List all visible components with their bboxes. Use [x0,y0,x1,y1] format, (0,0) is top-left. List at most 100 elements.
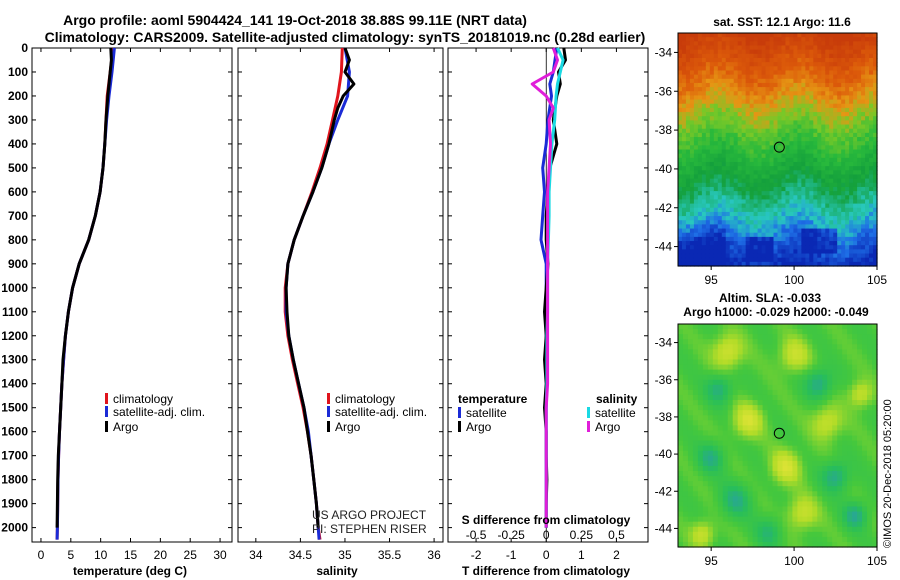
map-cell [847,400,853,406]
map-cell [741,78,747,84]
map-cell [841,249,846,255]
map-cell [678,440,684,447]
map-cell [689,253,695,259]
map-cell [857,415,863,421]
map-cell [681,116,687,121]
map-cell [845,161,850,167]
map-cell [842,521,848,528]
map-cell [737,120,743,126]
map-cell [737,207,743,213]
map-cell [721,232,727,238]
map-cell [809,241,814,246]
map-cell [852,531,858,538]
map-cell [685,78,691,84]
map-cell [765,207,771,213]
map-cell [687,324,694,330]
map-cell [769,41,775,47]
map-cell [869,112,874,117]
map-cell [773,78,779,84]
map-cell [822,511,828,518]
map-cell [781,82,787,88]
map-cell [849,41,854,47]
map-cell [847,541,853,548]
map-cell [813,161,818,167]
legend-swatch-satellite [327,406,330,417]
map-cell [845,95,850,101]
map-cell [721,70,727,76]
map-cell [832,394,838,401]
map-cell [777,364,784,371]
map-cell [747,440,754,447]
map-cell [727,359,734,366]
map-cell [809,199,814,205]
s-difference-axis-label: S difference from climatology [462,513,631,527]
map-cell [741,199,747,205]
map-cell [765,82,771,88]
map-cell [757,516,764,523]
map-cell [805,211,810,217]
map-cell [749,261,755,267]
map-cell [862,374,868,381]
map-cell [789,245,795,250]
map-cell [777,74,783,80]
map-cell [678,95,683,101]
map-cell [717,207,723,213]
map-cell [681,49,687,55]
map-cell [869,178,874,184]
map-cell [717,137,723,142]
map-cell [742,470,749,477]
map-cell [717,257,723,263]
map-cell [765,203,771,209]
map-cell [789,41,795,47]
map-cell [749,220,755,225]
map-cell [693,149,699,155]
map-cell [869,103,874,109]
map-cell [765,95,771,101]
map-cell [861,49,866,55]
temperature-legend: climatology satellite-adj. clim. Argo [105,392,205,434]
map-cell [841,174,846,180]
map-cell [817,224,822,230]
map-cell [682,516,689,523]
map-cell [701,241,707,246]
map-cell [801,99,806,105]
map-cell [812,339,818,345]
map-cell [733,220,739,225]
map-cell [692,455,699,462]
map-cell [833,191,838,196]
map-cell [789,257,795,263]
map-cell [757,400,764,406]
map-cell [801,95,806,101]
map-cell [862,491,868,497]
map-cell [742,536,749,543]
map-cell [797,491,803,497]
map-cell [832,491,838,497]
map-cell [737,541,744,548]
map-cell [785,191,791,196]
map-cell [709,170,715,176]
map-cell [692,400,699,406]
map-cell [827,415,833,421]
map-cell [687,394,694,401]
map-cell [747,364,754,371]
map-cell [702,521,709,528]
map-cell [822,531,828,538]
map-cell [772,511,779,518]
map-cell [725,137,731,142]
map-cell [721,82,727,88]
map-cell [813,137,818,142]
map-cell [813,153,818,159]
map-cell [809,112,814,117]
map-cell [713,128,719,134]
map-cell [787,440,794,447]
map-cell [717,195,723,201]
map-cell [727,470,734,477]
map-cell [765,37,771,42]
map-cell [853,95,858,101]
map-cell [785,45,791,51]
map-cell [841,141,846,146]
map-cell [792,531,798,538]
map-cell [785,257,791,263]
difference-panel-frame [447,47,649,543]
map-cell [765,211,771,217]
